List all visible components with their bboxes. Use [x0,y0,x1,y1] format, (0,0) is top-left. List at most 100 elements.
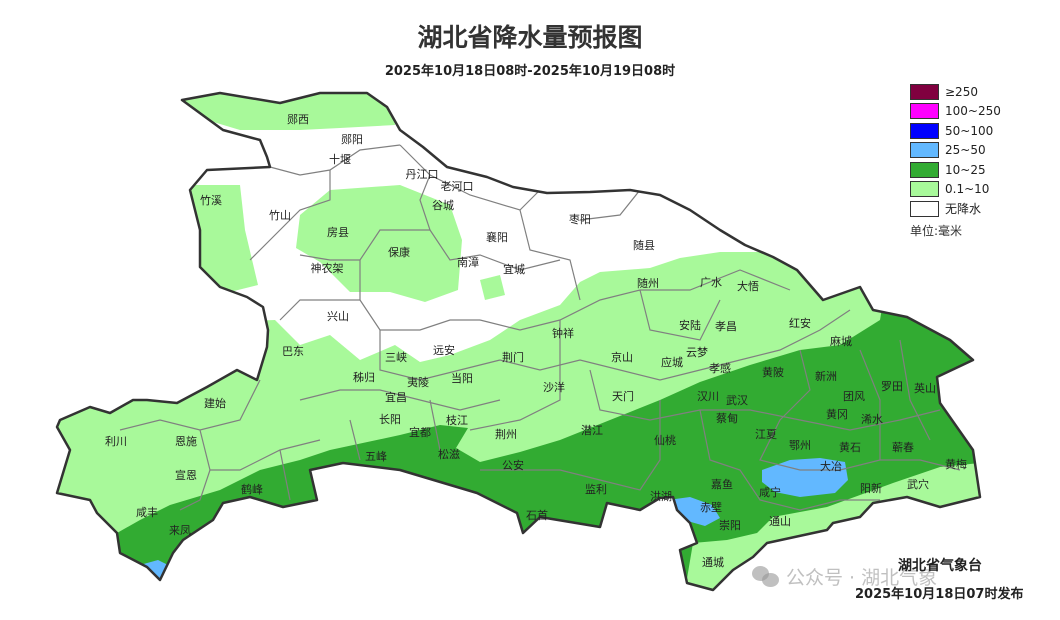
place-label: 钟祥 [552,326,574,340]
legend: ≥250 100~250 50~100 25~50 10~25 0.1~10 无降水 [910,82,1001,219]
place-label: 蔡甸 [716,412,738,425]
legend-item: 无降水 [910,199,1001,219]
place-label: 武穴 [907,477,929,491]
place-label: 丹江口 [406,168,439,181]
county-boundary [759,349,961,471]
place-label: 阳新 [860,481,882,495]
legend-swatch [910,83,939,100]
county-boundary [699,409,880,511]
place-label: 鹤峰 [241,482,263,496]
legend-swatch [910,181,939,198]
place-label: 枣阳 [569,213,591,226]
place-label: 通山 [769,515,791,528]
place-label: 汉川 [697,390,719,403]
legend-item: 100~250 [910,102,1001,122]
county-boundary [349,419,361,461]
place-label: 石首 [526,508,548,522]
place-label: 竹溪 [200,193,222,207]
county-boundary [299,389,501,411]
legend-label: 10~25 [945,162,986,177]
place-label: 洪湖 [650,489,672,503]
county-boundary [579,189,641,221]
legend-swatch [910,161,939,178]
place-label: 红安 [789,316,811,330]
place-label: 谷城 [432,199,454,212]
place-label: 监利 [585,483,607,496]
place-label: 保康 [388,245,410,259]
county-boundary [359,299,480,331]
place-label: 襄阳 [486,230,508,244]
place-label: 公安 [502,458,524,472]
legend-item: 10~25 [910,160,1001,180]
place-label: 嘉鱼 [711,477,733,491]
light-rain-area [480,275,505,300]
place-label: 松滋 [438,447,460,461]
place-label: 广水 [700,276,722,289]
county-boundary [480,400,661,491]
place-label: 十堰 [329,152,351,166]
county-boundary [299,144,431,261]
legend-item: 0.1~10 [910,180,1001,200]
place-label: 沙洋 [543,380,565,394]
place-label: 夷陵 [407,376,429,389]
place-label: 荆州 [495,428,517,441]
watermark: 公众号 · 湖北气象 [752,563,937,590]
county-boundary [199,429,321,471]
place-label: 利川 [105,435,127,448]
county-boundary [469,320,561,431]
county-boundaries [119,144,961,511]
place-label: 仙桃 [654,433,676,447]
legend-item: ≥250 [910,82,1001,102]
place-label: 麻城 [830,334,852,348]
place-label: 孝感 [709,362,731,375]
place-label: 远安 [433,343,455,357]
place-label: 郧西 [287,113,309,126]
place-label: 建始 [204,396,226,410]
place-label: 枝江 [446,413,468,427]
place-label: 京山 [611,350,633,364]
watermark-text: 公众号 · 湖北气象 [786,567,938,589]
place-label: 崇阳 [719,519,741,532]
place-label: 南漳 [457,255,479,269]
place-label: 随县 [633,238,655,252]
place-label: 孝昌 [715,320,737,333]
place-label: 黄冈 [826,407,848,421]
county-boundary [479,269,791,331]
place-label: 蕲春 [892,441,914,454]
place-label: 荆门 [502,350,524,364]
legend-label: ≥250 [945,84,978,99]
issue-time: 2025年10月18日07时发布 [855,587,1024,602]
place-label: 英山 [914,381,936,395]
place-label: 安陆 [679,318,701,332]
county-boundary [899,339,931,441]
legend-swatch [910,122,939,139]
county-boundary [279,449,291,501]
place-label: 郧阳 [341,133,363,146]
light-rain-area [296,185,462,302]
map-title: 湖北省降水量预报图 [417,23,643,52]
place-label: 恩施 [175,435,197,448]
legend-label: 50~100 [945,123,994,138]
place-label: 鄂州 [789,439,811,452]
place-label: 通城 [702,556,724,569]
place-label: 天门 [612,389,634,403]
legend-item: 25~50 [910,141,1001,161]
wechat-icon [752,565,780,588]
place-label: 咸宁 [759,485,781,499]
place-label: 大悟 [737,279,759,293]
place-label: 江夏 [755,428,777,441]
issuing-agency: 湖北省气象台 [898,558,982,574]
county-boundary [589,369,941,431]
county-boundary [179,469,211,511]
place-label: 宣恩 [175,468,197,482]
county-boundary [859,349,881,460]
place-label: 三峡 [385,350,407,364]
county-boundary [249,170,331,261]
place-label: 宜城 [503,262,525,276]
legend-label: 100~250 [945,104,1001,119]
place-label: 新洲 [815,369,837,383]
place-label: 赤壁 [700,500,722,514]
legend-label: 0.1~10 [945,182,990,197]
